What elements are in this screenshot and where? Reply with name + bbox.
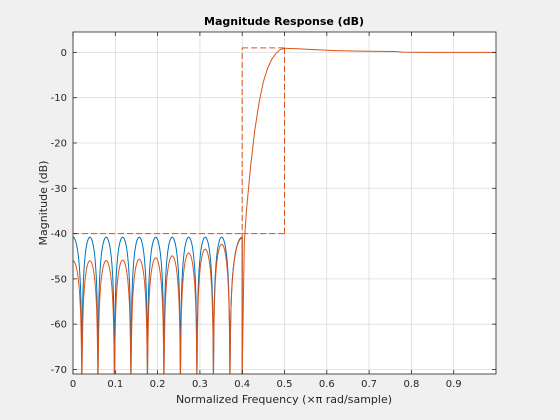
y-tick-label: -10 xyxy=(51,93,67,104)
x-tick-label: 0.8 xyxy=(403,379,419,390)
x-tick-label: 0.1 xyxy=(107,379,123,390)
ticks: 0 0.1 0.2 0.3 0.4 0.5 0.6 0.7 0.8 0.9 0 -10 -20 -30 -4… xyxy=(51,32,496,390)
x-tick-label: 0.2 xyxy=(150,379,166,390)
x-tick-label: 0.4 xyxy=(234,379,250,390)
y-axis-label: Magnitude (dB) xyxy=(37,161,50,246)
x-tick-label: 0.5 xyxy=(277,379,293,390)
x-tick-label: 0.6 xyxy=(319,379,335,390)
chart-title: Magnitude Response (dB) xyxy=(204,15,364,28)
series-blue-line xyxy=(73,236,243,374)
y-tick-label: 0 xyxy=(61,48,67,59)
y-tick-label: -30 xyxy=(51,184,67,195)
mask-lines xyxy=(73,47,285,374)
x-tick-label: 0.3 xyxy=(192,379,208,390)
y-tick-label: -40 xyxy=(51,229,67,240)
x-axis-label: Normalized Frequency (×π rad/sample) xyxy=(176,393,392,406)
x-tick-label: 0 xyxy=(70,379,76,390)
y-tick-label: -70 xyxy=(51,365,67,376)
x-tick-label: 0.9 xyxy=(446,379,462,390)
plot-lines xyxy=(73,47,496,374)
y-tick-label: -50 xyxy=(51,274,67,285)
y-tick-label: -60 xyxy=(51,320,67,331)
x-tick-label: 0.7 xyxy=(361,379,377,390)
y-tick-label: -20 xyxy=(51,138,67,149)
series-orange-line xyxy=(73,47,496,374)
